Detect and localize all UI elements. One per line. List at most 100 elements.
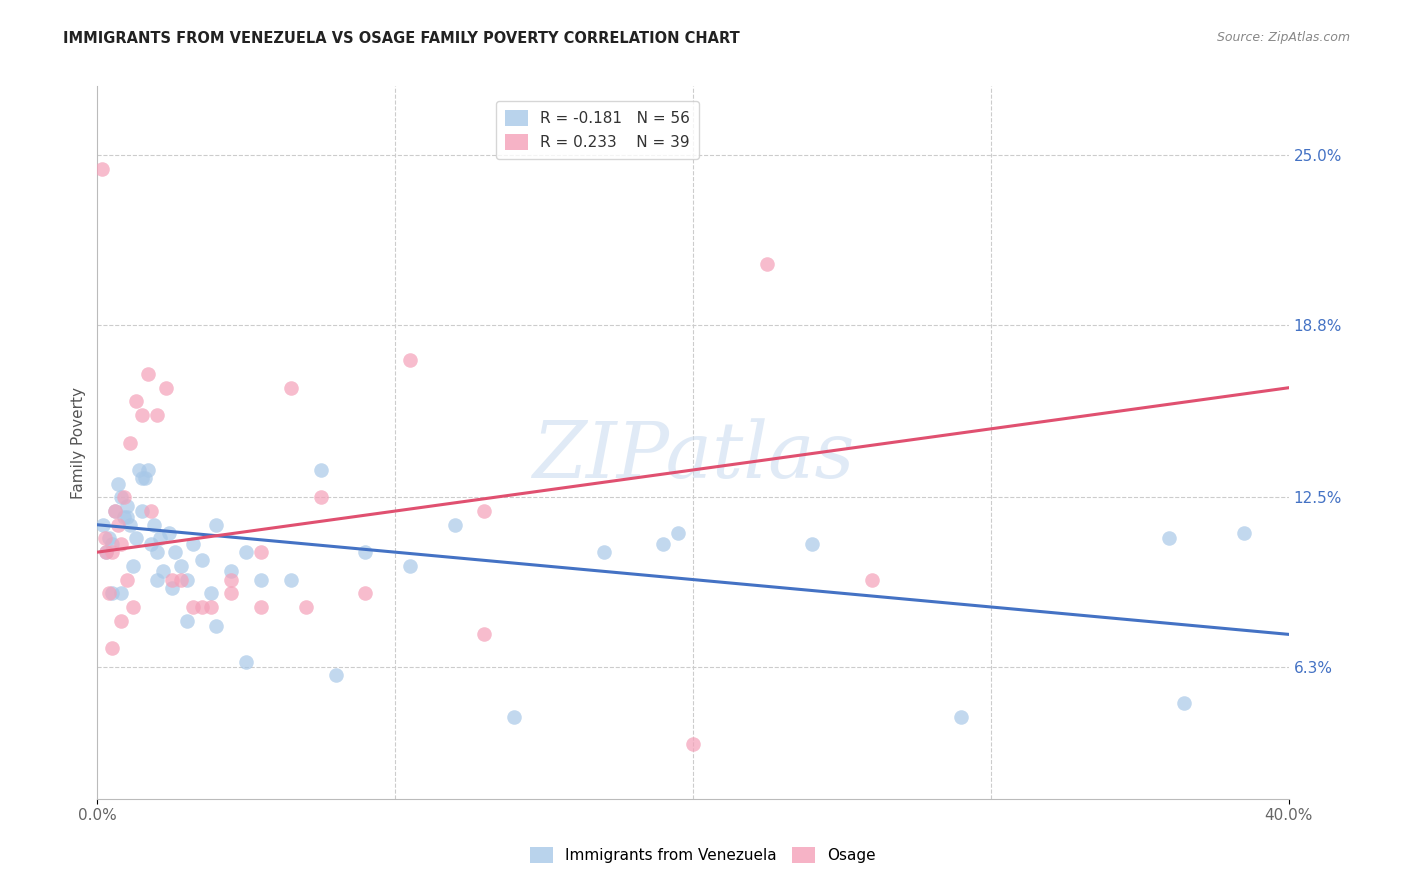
Point <box>200 586 222 600</box>
Point <box>205 619 228 633</box>
Point <box>131 408 153 422</box>
Point <box>101 641 124 656</box>
Point <box>949 709 972 723</box>
Point <box>309 491 332 505</box>
Y-axis label: Family Poverty: Family Poverty <box>72 386 86 499</box>
Point <box>110 537 132 551</box>
Point <box>1173 696 1195 710</box>
Point <box>125 532 148 546</box>
Point <box>1159 532 1181 546</box>
Point <box>801 537 824 551</box>
Point <box>104 504 127 518</box>
Point <box>1233 526 1256 541</box>
Point <box>149 532 172 546</box>
Text: IMMIGRANTS FROM VENEZUELA VS OSAGE FAMILY POVERTY CORRELATION CHART: IMMIGRANTS FROM VENEZUELA VS OSAGE FAMIL… <box>63 31 740 46</box>
Point <box>139 537 162 551</box>
Point <box>163 545 186 559</box>
Point <box>128 463 150 477</box>
Point <box>860 573 883 587</box>
Point <box>152 565 174 579</box>
Point <box>146 573 169 587</box>
Point <box>756 257 779 271</box>
Point <box>110 614 132 628</box>
Point <box>592 545 614 559</box>
Text: Source: ZipAtlas.com: Source: ZipAtlas.com <box>1216 31 1350 45</box>
Point <box>682 737 704 751</box>
Point <box>131 471 153 485</box>
Point <box>104 504 127 518</box>
Point <box>280 573 302 587</box>
Point <box>98 586 121 600</box>
Point <box>181 537 204 551</box>
Point <box>399 353 422 368</box>
Point <box>120 517 142 532</box>
Point <box>221 565 243 579</box>
Point <box>250 599 273 614</box>
Point <box>146 545 169 559</box>
Point <box>176 573 198 587</box>
Point <box>110 586 132 600</box>
Point <box>112 491 135 505</box>
Point <box>190 553 212 567</box>
Point <box>94 532 117 546</box>
Point <box>136 367 159 381</box>
Point <box>110 491 132 505</box>
Point <box>142 517 165 532</box>
Point <box>90 161 112 176</box>
Point <box>280 381 302 395</box>
Point <box>205 517 228 532</box>
Point <box>474 627 496 641</box>
Point <box>96 545 118 559</box>
Point <box>155 381 177 395</box>
Point <box>200 599 222 614</box>
Point <box>354 545 377 559</box>
Point <box>354 586 377 600</box>
Point <box>136 463 159 477</box>
Point <box>91 517 114 532</box>
Point <box>131 504 153 518</box>
Point <box>146 408 169 422</box>
Point <box>235 545 257 559</box>
Point <box>107 517 129 532</box>
Point <box>101 586 124 600</box>
Point <box>474 504 496 518</box>
Text: ZIPatlas: ZIPatlas <box>531 418 853 495</box>
Point <box>134 471 156 485</box>
Point <box>120 435 142 450</box>
Point <box>170 573 193 587</box>
Point <box>666 526 689 541</box>
Point <box>125 394 148 409</box>
Point <box>181 599 204 614</box>
Point <box>115 509 138 524</box>
Point <box>503 709 526 723</box>
Point <box>96 545 118 559</box>
Point <box>190 599 212 614</box>
Point <box>122 599 145 614</box>
Point <box>221 573 243 587</box>
Point <box>176 614 198 628</box>
Point <box>399 558 422 573</box>
Point <box>652 537 675 551</box>
Point <box>139 504 162 518</box>
Point <box>101 537 124 551</box>
Point <box>221 586 243 600</box>
Point <box>250 545 273 559</box>
Point <box>160 573 183 587</box>
Point <box>295 599 318 614</box>
Point <box>157 526 180 541</box>
Point <box>101 545 124 559</box>
Point <box>115 499 138 513</box>
Legend: Immigrants from Venezuela, Osage: Immigrants from Venezuela, Osage <box>523 839 883 871</box>
Point <box>235 655 257 669</box>
Point <box>112 509 135 524</box>
Point <box>98 532 121 546</box>
Point <box>309 463 332 477</box>
Point <box>115 573 138 587</box>
Point <box>122 558 145 573</box>
Point <box>325 668 347 682</box>
Point <box>107 476 129 491</box>
Legend: R = -0.181   N = 56, R = 0.233    N = 39: R = -0.181 N = 56, R = 0.233 N = 39 <box>496 101 699 159</box>
Point <box>160 581 183 595</box>
Point <box>170 558 193 573</box>
Point <box>250 573 273 587</box>
